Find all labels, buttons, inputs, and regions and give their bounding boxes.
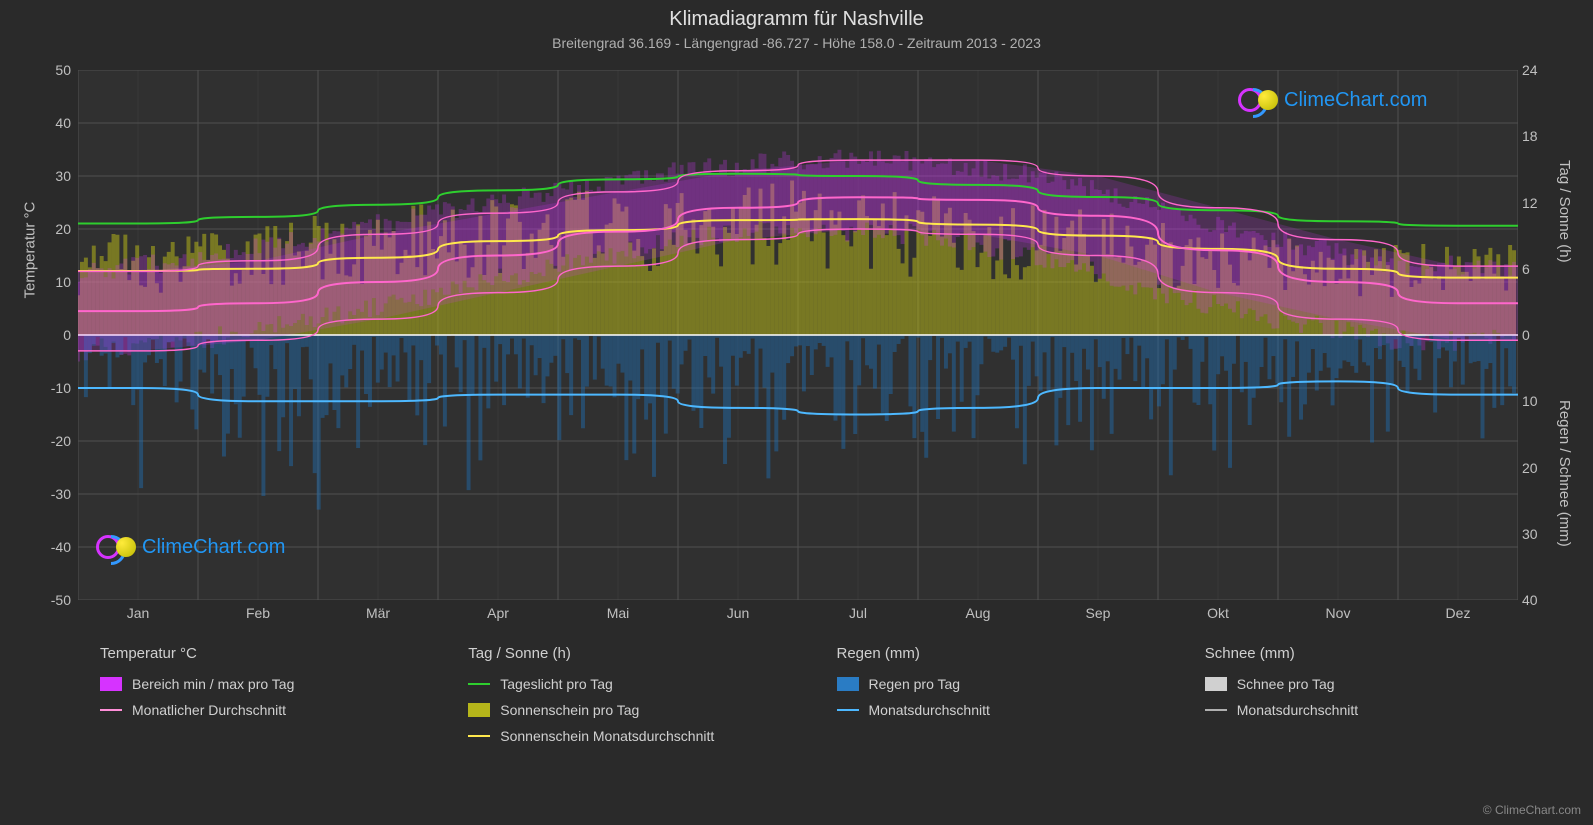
legend-label: Sonnenschein Monatsdurchschnitt xyxy=(500,728,714,744)
swatch-temp-range xyxy=(100,677,122,691)
tick-left: 50 xyxy=(31,62,71,78)
tick-left: 0 xyxy=(31,327,71,343)
legend-item-rain-day: Regen pro Tag xyxy=(837,676,1165,692)
tick-right-precip: 20 xyxy=(1522,460,1562,476)
tick-right-hours: 6 xyxy=(1522,261,1562,277)
tick-month: Sep xyxy=(1086,605,1111,621)
tick-right-precip: 10 xyxy=(1522,393,1562,409)
legend-heading-temp: Temperatur °C xyxy=(100,645,428,662)
tick-left: -40 xyxy=(31,539,71,555)
swatch-snow-avg xyxy=(1205,709,1227,711)
tick-left: 20 xyxy=(31,221,71,237)
tick-left: 10 xyxy=(31,274,71,290)
tick-month: Okt xyxy=(1207,605,1229,621)
legend-item-temp-avg: Monatlicher Durchschnitt xyxy=(100,702,428,718)
tick-month: Apr xyxy=(487,605,509,621)
tick-month: Jan xyxy=(127,605,150,621)
chart-container: Klimadiagramm für Nashville Breitengrad … xyxy=(0,0,1593,825)
legend-label: Schnee pro Tag xyxy=(1237,676,1335,692)
tick-left: 30 xyxy=(31,168,71,184)
chart-subtitle: Breitengrad 36.169 - Längengrad -86.727 … xyxy=(0,31,1593,51)
swatch-temp-avg xyxy=(100,709,122,711)
legend-heading-snow: Schnee (mm) xyxy=(1205,645,1533,662)
tick-right-hours: 12 xyxy=(1522,195,1562,211)
legend-label: Tageslicht pro Tag xyxy=(500,676,613,692)
tick-month: Jun xyxy=(727,605,750,621)
swatch-sunshine xyxy=(468,703,490,717)
legend-label: Monatlicher Durchschnitt xyxy=(132,702,286,718)
tick-month: Feb xyxy=(246,605,270,621)
legend-col-temp: Temperatur °C Bereich min / max pro Tag … xyxy=(100,645,428,754)
legend-label: Monatsdurchschnitt xyxy=(869,702,990,718)
tick-left: -50 xyxy=(31,592,71,608)
tick-right-precip: 30 xyxy=(1522,526,1562,542)
legend-item-sunshine: Sonnenschein pro Tag xyxy=(468,702,796,718)
swatch-rain xyxy=(837,677,859,691)
legend-item-sunshine-avg: Sonnenschein Monatsdurchschnitt xyxy=(468,728,796,744)
chart-title: Klimadiagramm für Nashville xyxy=(0,0,1593,31)
swatch-rain-avg xyxy=(837,709,859,711)
tick-right-hours: 0 xyxy=(1522,327,1562,343)
legend-heading-day: Tag / Sonne (h) xyxy=(468,645,796,662)
tick-month: Mär xyxy=(366,605,390,621)
tick-left: 40 xyxy=(31,115,71,131)
copyright: © ClimeChart.com xyxy=(1483,803,1581,817)
legend-item-rain-avg: Monatsdurchschnitt xyxy=(837,702,1165,718)
tick-month: Aug xyxy=(966,605,991,621)
legend-col-rain: Regen (mm) Regen pro Tag Monatsdurchschn… xyxy=(837,645,1165,754)
tick-month: Dez xyxy=(1446,605,1471,621)
legend: Temperatur °C Bereich min / max pro Tag … xyxy=(100,645,1533,754)
tick-left: -30 xyxy=(31,486,71,502)
tick-left: -10 xyxy=(31,380,71,396)
tick-right-precip: 40 xyxy=(1522,592,1562,608)
tick-left: -20 xyxy=(31,433,71,449)
watermark-top: ClimeChart.com xyxy=(1238,88,1427,112)
legend-heading-rain: Regen (mm) xyxy=(837,645,1165,662)
legend-item-daylight: Tageslicht pro Tag xyxy=(468,676,796,692)
legend-label: Bereich min / max pro Tag xyxy=(132,676,294,692)
tick-month: Jul xyxy=(849,605,867,621)
logo-sun-icon xyxy=(116,537,136,557)
chart-plot-area: ClimeChart.com ClimeChart.com xyxy=(78,70,1518,600)
legend-col-day: Tag / Sonne (h) Tageslicht pro Tag Sonne… xyxy=(468,645,796,754)
legend-label: Regen pro Tag xyxy=(869,676,961,692)
tick-right-hours: 24 xyxy=(1522,62,1562,78)
tick-month: Nov xyxy=(1326,605,1351,621)
watermark-bottom: ClimeChart.com xyxy=(96,535,285,559)
swatch-daylight xyxy=(468,683,490,685)
legend-item-snow-avg: Monatsdurchschnitt xyxy=(1205,702,1533,718)
legend-item-snow-day: Schnee pro Tag xyxy=(1205,676,1533,692)
legend-col-snow: Schnee (mm) Schnee pro Tag Monatsdurchsc… xyxy=(1205,645,1533,754)
watermark-text: ClimeChart.com xyxy=(1284,89,1427,112)
tick-right-hours: 18 xyxy=(1522,128,1562,144)
y-axis-right-label-top: Tag / Sonne (h) xyxy=(1556,160,1573,263)
legend-label: Monatsdurchschnitt xyxy=(1237,702,1358,718)
logo-sun-icon xyxy=(1258,90,1278,110)
tick-month: Mai xyxy=(607,605,630,621)
legend-label: Sonnenschein pro Tag xyxy=(500,702,639,718)
legend-item-temp-range: Bereich min / max pro Tag xyxy=(100,676,428,692)
swatch-sunshine-avg xyxy=(468,735,490,737)
plot-svg xyxy=(78,70,1518,600)
watermark-text: ClimeChart.com xyxy=(142,536,285,559)
swatch-snow xyxy=(1205,677,1227,691)
